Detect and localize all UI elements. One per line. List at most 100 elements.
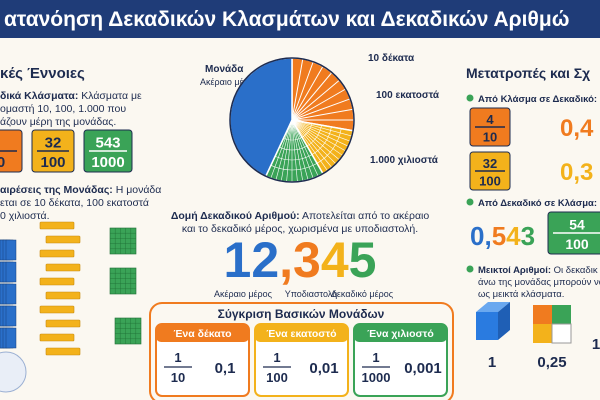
pie-division bbox=[291, 119, 349, 147]
grid-cell bbox=[533, 305, 552, 324]
line: ως μεικτά κλάσματα. bbox=[478, 289, 564, 300]
denominator: 1000 bbox=[362, 370, 391, 385]
tenth-rod bbox=[45, 235, 81, 244]
denominator: 100 bbox=[565, 236, 589, 252]
hundredth-grid bbox=[109, 267, 137, 295]
digit: 0, bbox=[470, 221, 492, 251]
pie-division bbox=[291, 72, 333, 121]
pie-division bbox=[291, 119, 343, 156]
pie-ring bbox=[283, 123, 312, 141]
denominator: 1000 bbox=[91, 154, 124, 171]
numerator: 54 bbox=[569, 217, 585, 233]
line: 0 χιλιοστά. bbox=[0, 210, 50, 222]
pie-division bbox=[291, 119, 304, 182]
icon-label: 1 bbox=[488, 354, 496, 371]
label: Δομή Δεκαδικού Αριθμού: bbox=[171, 210, 300, 222]
denominator: 10 bbox=[483, 129, 497, 144]
line: άνω της μονάδας μπορούν να bbox=[478, 277, 600, 288]
pie-division bbox=[291, 108, 354, 121]
tenth-rod bbox=[39, 277, 75, 286]
pie-division bbox=[291, 119, 352, 137]
grid-cell bbox=[552, 305, 571, 324]
line: Αποτελείται από το ακέραιο bbox=[302, 210, 429, 222]
unit-block bbox=[5, 239, 17, 261]
pie-division bbox=[291, 58, 304, 121]
pie-division bbox=[291, 98, 351, 121]
tenth-rod bbox=[39, 333, 75, 342]
numerator: 4 bbox=[486, 112, 494, 127]
cube-front bbox=[476, 312, 498, 340]
pie-division bbox=[291, 119, 328, 171]
line: Οι δεκαδικ bbox=[554, 265, 598, 276]
tenth-rod bbox=[39, 305, 75, 314]
unit-block bbox=[5, 261, 17, 283]
pie-division bbox=[291, 79, 340, 121]
digit: 3 bbox=[293, 232, 321, 288]
bullet bbox=[466, 198, 474, 206]
unit-block bbox=[5, 327, 17, 349]
pie-division bbox=[286, 119, 293, 182]
pie-ring bbox=[274, 126, 332, 161]
compare-title: Ένα χιλιοστό bbox=[367, 328, 434, 340]
mascot bbox=[0, 351, 27, 393]
section-label: Από Κλάσμα σε Δεκαδικό: bbox=[478, 94, 597, 105]
unit-block bbox=[5, 305, 17, 327]
numerator: 32 bbox=[45, 135, 62, 152]
pie-division bbox=[291, 119, 319, 177]
pie-division bbox=[270, 119, 293, 179]
bullet bbox=[466, 265, 474, 273]
tenth-rod bbox=[45, 263, 81, 272]
compare-decimal: 0,01 bbox=[309, 360, 338, 377]
pie-ring bbox=[270, 128, 342, 171]
numerator: 1 bbox=[273, 350, 280, 365]
icon-label: 1 bbox=[592, 336, 600, 353]
cube-side bbox=[498, 302, 510, 340]
cube-top bbox=[476, 302, 510, 312]
digit: 4 bbox=[506, 221, 521, 251]
section-label: Από Δεκαδικό σε Κλάσμα: bbox=[478, 198, 597, 209]
mixed-text: Μεικτοί Αριθμοί: Οι δεκαδικ άνω της μονάδ… bbox=[478, 265, 600, 300]
title-bar bbox=[0, 0, 600, 38]
fractions-text: δικά Κλάσματα: Κλάσματα με ομαστή 10, 100… bbox=[0, 90, 142, 128]
line: άζουν μέρη της μονάδας. bbox=[0, 116, 116, 128]
decimal: 0,3 bbox=[560, 159, 593, 186]
comma: , bbox=[279, 232, 293, 288]
digit: 5 bbox=[349, 232, 377, 288]
comparison-title: Σύγκριση Βασικών Μονάδων bbox=[218, 307, 385, 321]
line: Κλάσματα με bbox=[81, 90, 142, 102]
digit: 5 bbox=[492, 221, 506, 251]
numerator: 32 bbox=[483, 156, 497, 171]
compare-decimal: 0,1 bbox=[215, 360, 236, 377]
right-heading: Μετατροπές και Σχ bbox=[466, 65, 590, 81]
tenth-rod bbox=[39, 221, 75, 230]
tenth-rod bbox=[45, 319, 81, 328]
pie-division bbox=[291, 66, 324, 121]
pie-label: Μονάδα bbox=[205, 64, 244, 75]
icon-label: 0,25 bbox=[537, 354, 566, 371]
hundredth-grid bbox=[109, 227, 137, 255]
grid-cell bbox=[551, 323, 572, 344]
pie-label: 1.000 χιλιοστά bbox=[370, 155, 439, 166]
compare-title: Ένα εκατοστό bbox=[266, 328, 336, 340]
pie-division bbox=[291, 119, 333, 168]
part-label: Δεκαδικό μέρος bbox=[331, 289, 394, 299]
pie-division bbox=[291, 61, 314, 121]
label: Μεικτοί Αριθμοί: bbox=[478, 265, 551, 276]
pie-label: 100 εκατοστά bbox=[376, 90, 440, 101]
title: ατανόηση Δεκαδικών Κλασμάτων και Δεκαδικ… bbox=[4, 8, 569, 31]
line: και το δεκαδικό μέρος, χωρισμένα με υποδ… bbox=[182, 223, 418, 235]
pie-division bbox=[291, 119, 337, 165]
pie-division bbox=[291, 119, 346, 152]
structure-text: Δομή Δεκαδικού Αριθμού: Αποτελείται από … bbox=[171, 210, 430, 235]
compare-decimal: 0,001 bbox=[404, 360, 442, 377]
line: εται σε 10 δέκατα, 100 εκατοστά bbox=[0, 197, 149, 209]
comparison-frame bbox=[149, 302, 454, 400]
decimal: 0,543 bbox=[470, 221, 535, 251]
compare-header bbox=[156, 324, 249, 342]
pie-division bbox=[291, 119, 314, 179]
pie-division bbox=[291, 119, 309, 180]
line: ομαστή 10, 100, 1.000 που bbox=[0, 103, 126, 115]
digit: 4 bbox=[321, 232, 349, 288]
bullet bbox=[466, 94, 474, 102]
